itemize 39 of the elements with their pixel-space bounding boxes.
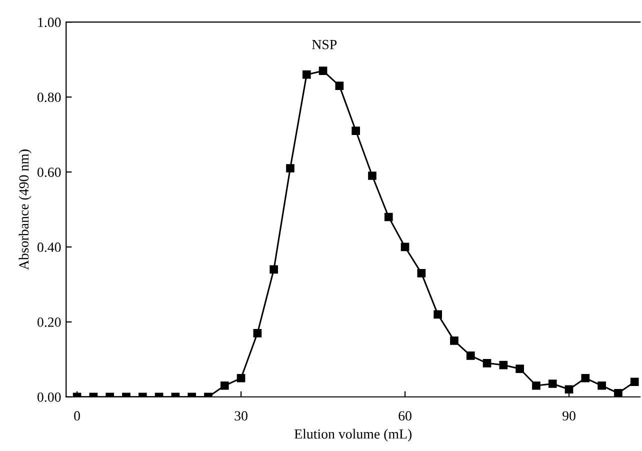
x-tick-label: 0 bbox=[74, 411, 80, 421]
point bbox=[270, 265, 278, 274]
point bbox=[434, 310, 442, 319]
x-tick-label: 60 bbox=[398, 411, 412, 421]
point bbox=[466, 351, 475, 360]
x-tick-label: 30 bbox=[234, 411, 248, 421]
y-tick-label: 0.60 bbox=[37, 168, 61, 178]
point bbox=[253, 329, 262, 338]
point bbox=[368, 172, 376, 180]
point bbox=[352, 126, 360, 135]
point bbox=[516, 364, 524, 373]
y-axis-title: Absorbance (490 nm) bbox=[18, 150, 32, 270]
point bbox=[630, 378, 639, 386]
point bbox=[482, 358, 492, 368]
point bbox=[417, 269, 426, 278]
point bbox=[302, 70, 311, 79]
point bbox=[598, 381, 606, 390]
point bbox=[614, 388, 622, 397]
point bbox=[548, 380, 557, 388]
y-tick-label: 0.80 bbox=[37, 92, 61, 102]
point bbox=[236, 374, 246, 382]
point bbox=[384, 212, 393, 222]
y-tick-label: 0.20 bbox=[37, 318, 61, 327]
point bbox=[400, 242, 410, 252]
point bbox=[335, 82, 344, 90]
point bbox=[450, 336, 458, 345]
point bbox=[532, 381, 540, 390]
y-tick-label: 0.40 bbox=[37, 242, 61, 252]
point bbox=[318, 66, 328, 75]
point bbox=[581, 374, 590, 382]
x-axis-title: Elution volume (mL) bbox=[294, 428, 412, 442]
x-tick-label: 90 bbox=[562, 411, 576, 421]
y-tick-label: 1.00 bbox=[38, 18, 61, 28]
annotation: NSP bbox=[312, 40, 337, 50]
point bbox=[220, 381, 229, 390]
y-tick-label: 0.00 bbox=[37, 392, 61, 402]
point bbox=[564, 385, 574, 394]
point bbox=[286, 164, 294, 172]
point bbox=[499, 360, 508, 370]
